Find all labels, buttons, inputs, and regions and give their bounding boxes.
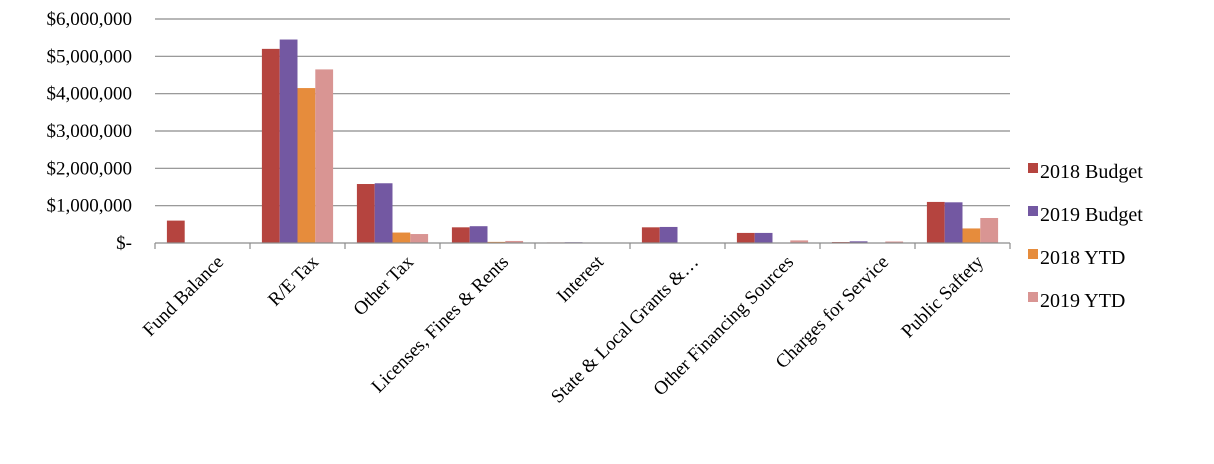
legend-swatch [1028,292,1038,302]
bar-2018-budget [451,227,470,243]
bars [166,39,999,244]
legend-label: 2019 YTD [1040,290,1125,312]
bar-2019-budget [469,226,488,243]
y-tick-label: $- [116,233,132,254]
y-tick-label: $5,000,000 [47,46,133,67]
x-axis [154,242,1011,249]
bar-2018-ytd [297,88,316,243]
bar-2018-budget [641,227,660,243]
category-label: Public Saftety [897,251,988,342]
legend-label: 2018 Budget [1040,161,1143,183]
bar-2019-budget [754,232,773,243]
bar-2019-budget [374,183,393,243]
bar-2019-budget [279,39,298,244]
bar-2018-budget [356,184,375,243]
category-label: Other Tax [350,251,419,320]
bar-2018-budget [261,48,280,243]
bar-2019-ytd [980,217,999,243]
category-label: R/E Tax [264,251,323,310]
bar-2018-ytd [962,228,981,243]
bar-2019-ytd [885,241,904,243]
legend-label: 2018 YTD [1040,247,1125,269]
legend: 2018 Budget 2019 Budget 2018 YTD 2019 YTD [1028,161,1143,312]
bar-2019-ytd [315,69,334,244]
bar-2018-budget [926,201,945,243]
bar-2019-ytd [505,240,524,243]
category-label: Fund Balance [139,252,228,341]
y-axis-tick-labels: $- $1,000,000 $2,000,000 $3,000,000 $4,000,0… [47,9,133,254]
legend-swatch [1028,206,1038,216]
y-tick-label: $4,000,000 [47,84,133,105]
bar-2019-budget [849,241,868,243]
y-tick-label: $6,000,000 [47,9,133,30]
y-tick-label: $2,000,000 [47,158,133,179]
bar-2018-ytd [392,232,411,243]
legend-swatch [1028,249,1038,259]
y-tick-label: $3,000,000 [47,121,133,142]
bar-2019-ytd [790,240,809,243]
legend-label: 2019 Budget [1040,204,1143,226]
bar-2019-budget [659,226,678,243]
category-label: Interest [553,251,609,307]
bar-2018-budget [166,220,185,243]
y-tick-label: $1,000,000 [47,196,133,217]
legend-swatch [1028,163,1038,173]
bar-2018-budget [736,232,755,243]
bar-2019-ytd [410,234,429,243]
bar-2019-budget [944,202,963,243]
